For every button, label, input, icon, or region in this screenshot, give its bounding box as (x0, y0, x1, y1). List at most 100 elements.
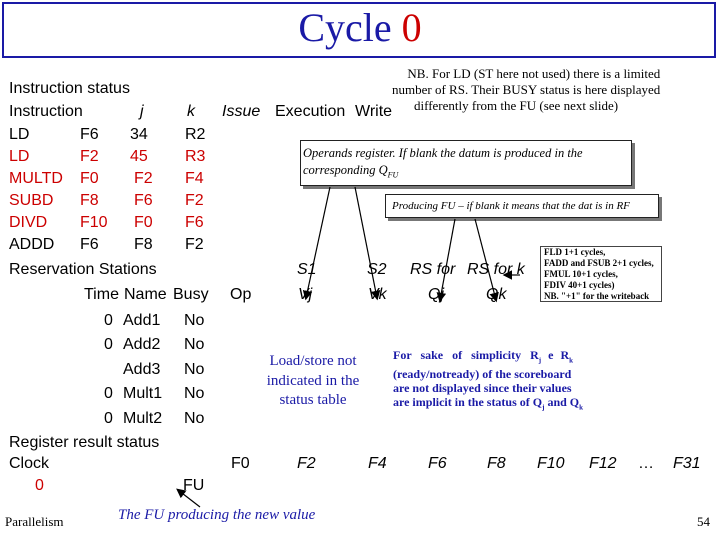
arrow-to-qj (436, 218, 456, 303)
instr-j: F8 (134, 236, 153, 253)
producing-fu-text: Producing FU – if blank it means that th… (392, 200, 630, 212)
header-issue: Issue (222, 103, 261, 120)
arrow-to-vk (354, 186, 381, 301)
load-store-line: Load/store not (269, 353, 357, 369)
operands-subscript: FU (387, 170, 399, 180)
header-instruction: Instruction (9, 103, 83, 120)
title-word: Cycle (298, 5, 392, 50)
instr-k: R3 (185, 148, 206, 165)
simplicity-sub-j: j (542, 403, 545, 412)
rs-time: 0 (104, 410, 113, 427)
instr-dest: F6 (80, 236, 99, 253)
instr-dest: F8 (80, 192, 99, 209)
register-f10: F10 (537, 455, 565, 472)
rs-name: Add1 (123, 312, 161, 329)
register-f31: F31 (673, 455, 701, 472)
rs-name: Mult2 (123, 410, 163, 427)
rs-busy: No (184, 336, 205, 353)
rs-time: 0 (104, 385, 113, 402)
load-store-line: indicated in the (266, 372, 360, 389)
register-f8: F8 (487, 455, 506, 472)
instr-op: LD (9, 126, 30, 143)
rs-header-time: Time (84, 286, 119, 303)
header-j: j (140, 103, 144, 120)
rs-header-busy: Busy (173, 286, 209, 303)
clock-value: 0 (35, 477, 44, 494)
load-store-note: Load/store not indicated in the status t… (250, 352, 376, 411)
arrow-to-qk (474, 218, 499, 303)
rs-time: 0 (104, 312, 113, 329)
rs-header-op: Op (230, 286, 252, 303)
instr-dest: F6 (80, 126, 99, 143)
simplicity-text: are implicit in the status of Q (393, 395, 543, 410)
instr-dest: F2 (80, 148, 99, 165)
rs-header-name: Name (124, 286, 167, 303)
load-store-line: status table (279, 392, 347, 408)
instr-j: 34 (130, 126, 148, 143)
instr-k: F6 (185, 214, 204, 231)
cycles-note: FLD 1+1 cycles, FADD and FSUB 2+1 cycles… (540, 246, 662, 302)
header-write: Write (355, 103, 393, 120)
cycles-line: NB. "+1" for the writeback (544, 291, 650, 301)
register-f0: F0 (231, 455, 250, 472)
cycles-line: FDIV 40+1 cycles) (544, 280, 615, 290)
instr-dest: F0 (80, 170, 99, 187)
simplicity-text: and Q (544, 395, 580, 410)
simplicity-sub-k: k (579, 403, 584, 412)
rs-busy: No (184, 410, 205, 427)
instr-j: 45 (130, 148, 148, 165)
instr-op: DIVD (9, 214, 48, 231)
simplicity-text: are not displayed since their values (393, 381, 572, 396)
instruction-status-heading: Instruction status (9, 80, 130, 97)
nb-note: NB. For LD (ST here not used) there is a… (392, 66, 660, 114)
rs-busy: No (184, 312, 205, 329)
title-frame (2, 2, 716, 58)
instr-j: F6 (134, 192, 153, 209)
rs-busy: No (184, 385, 205, 402)
simplicity-sub-j: j (538, 356, 542, 365)
arrow-to-vj (302, 186, 331, 301)
producing-fu-note: Producing FU – if blank it means that th… (385, 194, 659, 218)
instr-k: F2 (185, 236, 204, 253)
register-ellipsis: … (638, 455, 654, 472)
operands-line: corresponding Q (303, 163, 388, 177)
footer-left: Parallelism (5, 514, 64, 529)
slide-title: Cycle 0 (0, 6, 720, 50)
rs-header-rs-for-j: RS for (410, 261, 456, 278)
register-f2: F2 (297, 455, 316, 472)
title-number: 0 (401, 5, 422, 50)
rs-time: 0 (104, 336, 113, 353)
arrow-to-fu (176, 488, 201, 508)
instr-dest: F10 (80, 214, 108, 231)
instr-op: LD (9, 148, 30, 165)
clock-label: Clock (9, 455, 50, 472)
rs-name: Add3 (123, 361, 161, 378)
nb-line: number of RS. Their BUSY status is here … (392, 82, 661, 97)
instr-op: ADDD (9, 236, 55, 253)
rs-name: Add2 (123, 336, 161, 353)
instr-k: R2 (185, 126, 206, 143)
instr-op: SUBD (9, 192, 54, 209)
instr-k: F2 (185, 192, 204, 209)
rs-name: Mult1 (123, 385, 163, 402)
page-number: 54 (697, 514, 710, 529)
register-result-heading: Register result status (9, 434, 160, 451)
header-k: k (187, 103, 195, 120)
cycles-line: FMUL 10+1 cycles, (544, 269, 618, 279)
register-f6: F6 (428, 455, 447, 472)
instr-j: F0 (134, 214, 153, 231)
simplicity-text: e R (541, 348, 570, 362)
cycles-line: FADD and FSUB 2+1 cycles, (544, 258, 654, 268)
nb-line: differently from the FU (see next slide) (414, 98, 619, 113)
simplicity-text: For sake of simplicity R (393, 348, 539, 362)
header-execution: Execution (275, 103, 346, 120)
simplicity-note: For sake of simplicity Rj e Rk (ready/no… (393, 348, 583, 415)
simplicity-text: (ready/notready) of the scoreboard (393, 367, 572, 382)
register-f4: F4 (368, 455, 387, 472)
reservation-stations-heading: Reservation Stations (9, 261, 157, 278)
instr-op: MULTD (9, 170, 63, 187)
fu-label: FU (183, 477, 205, 494)
register-f12: F12 (589, 455, 617, 472)
fu-producing-note: The FU producing the new value (118, 507, 316, 523)
